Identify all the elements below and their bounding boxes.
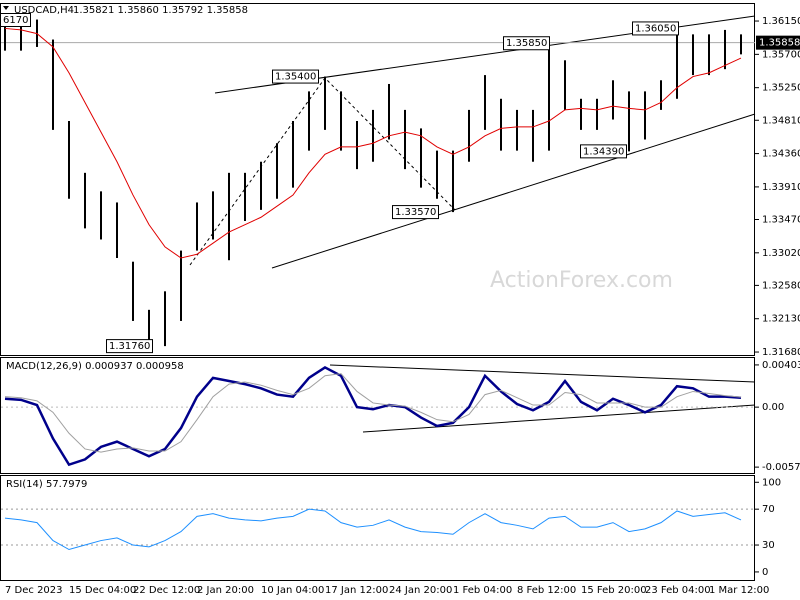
- y-tick-label: 70: [762, 504, 775, 515]
- rsi-panel: [0, 475, 755, 581]
- y-tick-label: 1.32130: [762, 314, 800, 325]
- y-tick-label: 1.36150: [762, 16, 800, 27]
- x-tick-label: 15 Feb 20:00: [581, 585, 647, 596]
- price-annotation-box: [106, 339, 153, 354]
- x-tick-label: 17 Jan 12:00: [325, 585, 388, 596]
- y-tick-label: 1.33910: [762, 182, 800, 193]
- y-tick-label: 1.33020: [762, 248, 800, 259]
- y-tick-label: 1.32580: [762, 280, 800, 291]
- price-panel: [0, 3, 755, 356]
- trend-line: [362, 404, 756, 433]
- macd-title: MACD(12,26,9) 0.000937 0.000958: [6, 361, 184, 372]
- price-annotation: 1.33570: [395, 207, 436, 218]
- price-annotation-box: [392, 205, 439, 220]
- macd-line: [4, 365, 742, 467]
- x-tick-label: 2 Jan 20:00: [197, 585, 254, 596]
- trend-line: [329, 364, 756, 383]
- price-annotation: 1.31760: [109, 341, 150, 352]
- y-tick-label: 1.31680: [762, 347, 800, 358]
- price-annotation: 6170: [3, 15, 28, 26]
- rsi-title: RSI(14) 57.7979: [6, 479, 87, 490]
- y-tick-label: 1.33470: [762, 214, 800, 225]
- y-tick-label: 30: [762, 540, 775, 551]
- y-tick-label: 0: [762, 567, 768, 578]
- price-annotation: 1.35850: [506, 38, 547, 49]
- y-tick-label: -0.005737: [762, 462, 800, 473]
- symbol: USDCAD,H4: [14, 5, 74, 16]
- price-annotation-box: [580, 144, 627, 159]
- price-annotation-box: [503, 36, 550, 51]
- last-price-box: [756, 35, 800, 50]
- macd-signal: [4, 373, 742, 453]
- x-tick-label: 7 Dec 2023: [5, 585, 63, 596]
- price-annotation-box: [0, 13, 31, 27]
- y-tick-label: 1.35250: [762, 83, 800, 94]
- price-annotation: 1.34390: [583, 146, 624, 157]
- y-tick-label: 1.35700: [762, 49, 800, 60]
- trend-line: [271, 113, 756, 269]
- last-price-label: 1.35858: [759, 38, 800, 49]
- y-tick-label: 0.004038: [762, 360, 800, 371]
- x-tick-label: 22 Dec 12:00: [133, 585, 200, 596]
- price-annotation-box: [272, 69, 319, 84]
- collapse-arrow: [3, 6, 9, 10]
- moving-average: [4, 27, 742, 259]
- x-tick-label: 8 Feb 12:00: [517, 585, 576, 596]
- price-annotation-box: [632, 21, 679, 36]
- y-tick-label: 1.34810: [762, 115, 800, 126]
- x-tick-label: 1 Mar 12:00: [709, 585, 769, 596]
- price-annotation: 1.35400: [275, 72, 316, 83]
- x-tick-label: 23 Feb 04:00: [645, 585, 711, 596]
- watermark: ActionForex.com: [490, 268, 673, 293]
- price-annotation: 1.36050: [635, 23, 676, 34]
- rsi-line: [4, 508, 742, 551]
- x-tick-label: 15 Dec 04:00: [69, 585, 136, 596]
- y-tick-label: 1.34360: [762, 149, 800, 160]
- x-tick-label: 24 Jan 20:00: [389, 585, 452, 596]
- ohlc-values: 1.35821 1.35860 1.35792 1.35858: [73, 5, 248, 16]
- x-tick-label: 1 Feb 04:00: [453, 585, 512, 596]
- y-tick-label: 0.00: [762, 402, 784, 413]
- macd-panel: [0, 357, 755, 474]
- x-tick-label: 10 Jan 04:00: [261, 585, 324, 596]
- y-tick-label: 100: [762, 477, 781, 488]
